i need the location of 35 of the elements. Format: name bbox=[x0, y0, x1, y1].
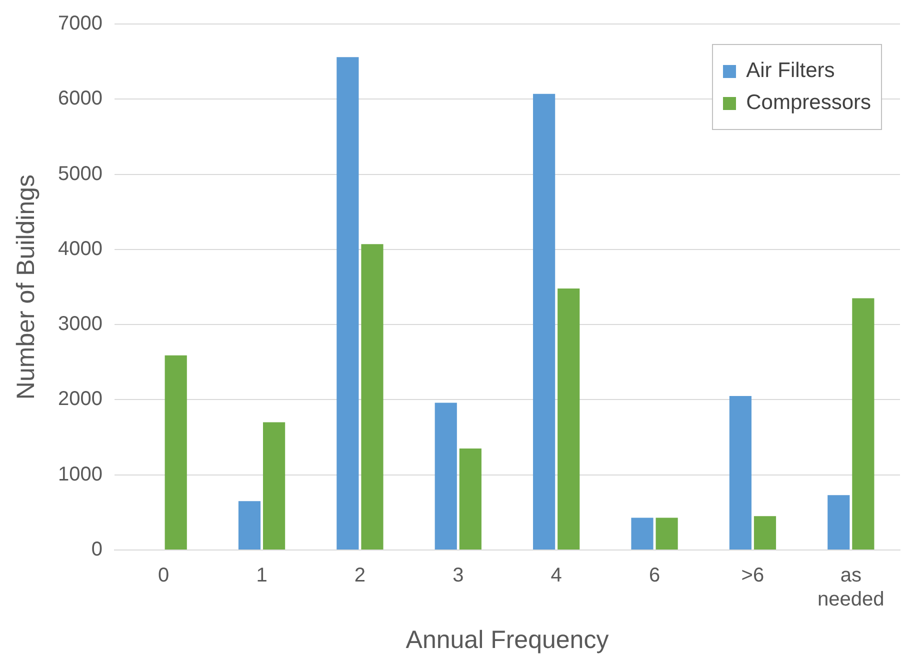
legend-label: Compressors bbox=[746, 91, 871, 115]
bar bbox=[828, 495, 850, 550]
bar bbox=[434, 402, 457, 550]
x-tick-label: 0 bbox=[158, 564, 170, 587]
bar bbox=[533, 94, 556, 550]
bar bbox=[361, 244, 384, 550]
bar bbox=[558, 288, 580, 550]
y-tick-label: 3000 bbox=[58, 313, 102, 336]
bar bbox=[459, 448, 482, 550]
bar bbox=[238, 501, 261, 550]
x-tick-label: 1 bbox=[256, 564, 268, 587]
bar bbox=[729, 396, 752, 550]
legend-label: Air Filters bbox=[746, 59, 835, 83]
y-tick-label: 2000 bbox=[58, 388, 102, 410]
x-tick-label: 3 bbox=[452, 564, 464, 587]
bar bbox=[852, 298, 874, 550]
bar bbox=[164, 355, 187, 550]
y-tick-label: 1000 bbox=[58, 463, 102, 486]
bar bbox=[263, 422, 286, 550]
y-tick-label: 4000 bbox=[58, 238, 102, 260]
x-tick-label: 6 bbox=[648, 564, 660, 587]
y-tick-label: 7000 bbox=[58, 12, 102, 35]
y-tick-label: 5000 bbox=[58, 162, 102, 185]
bar bbox=[656, 518, 678, 550]
y-axis-title: Number of Buildings bbox=[12, 174, 40, 400]
bar bbox=[754, 516, 776, 550]
x-tick-label: >6 bbox=[741, 564, 764, 587]
bar bbox=[631, 518, 654, 550]
x-tick-label: 4 bbox=[550, 564, 562, 587]
y-tick-label: 6000 bbox=[58, 88, 102, 110]
x-tick-label: as needed bbox=[818, 564, 884, 611]
y-tick-label: 0 bbox=[91, 538, 102, 561]
bar bbox=[336, 57, 359, 550]
x-tick-label: 2 bbox=[354, 564, 366, 587]
x-axis-title: Annual Frequency bbox=[406, 626, 610, 654]
